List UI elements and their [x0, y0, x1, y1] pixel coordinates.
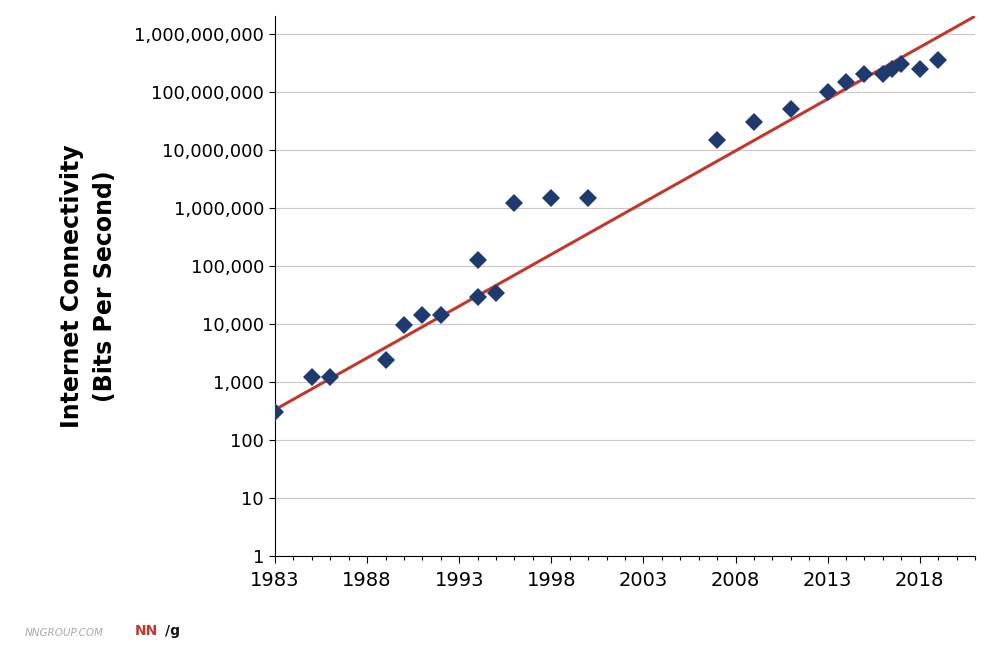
Text: NNGROUP.COM: NNGROUP.COM: [25, 629, 104, 638]
Text: NN: NN: [135, 624, 158, 638]
Text: /g: /g: [165, 624, 180, 638]
Y-axis label: Internet Connectivity
(Bits Per Second): Internet Connectivity (Bits Per Second): [60, 144, 117, 428]
